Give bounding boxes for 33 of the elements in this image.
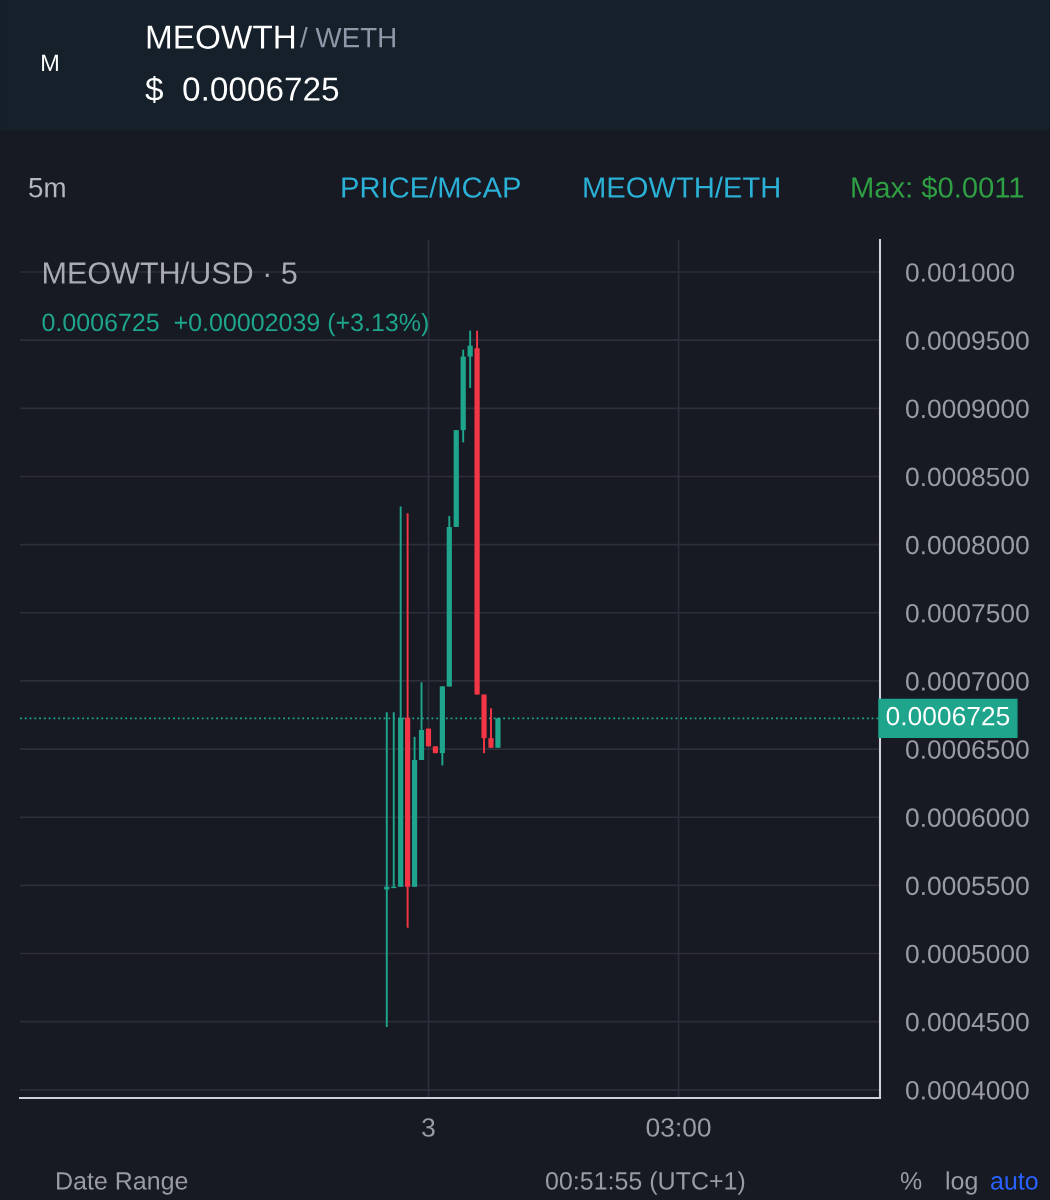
y-tick-label: 0.0007000 — [906, 672, 1029, 691]
y-tick-label: 0.0008000 — [906, 535, 1029, 555]
y-tick-label: 0.0009500 — [906, 331, 1029, 350]
candlestick — [467, 329, 473, 389]
y-tick-label: 0.0005000 — [906, 944, 1029, 964]
text: $ 0.0006725 — [145, 75, 339, 103]
y-tick-label: 0.0007500 — [906, 603, 1029, 623]
text: PRICE/MCAP — [342, 176, 520, 198]
x-tick-label: 3 — [422, 1118, 435, 1137]
y-tick-label: 0.0009000 — [906, 399, 1029, 419]
text: 5m — [29, 178, 65, 198]
text: % — [900, 1172, 922, 1190]
candlestick — [488, 707, 494, 749]
text: MEOWTH/USD · 5 — [44, 261, 297, 284]
y-tick-label: 0.0004000 — [906, 1080, 1029, 1100]
text: 00:51:55 (UTC+1) — [545, 1171, 745, 1195]
text: M — [42, 54, 58, 72]
y-tick-label: 0.0004500 — [906, 1012, 1029, 1032]
text: / WETH — [300, 27, 395, 48]
text: MEOWTH — [147, 25, 295, 49]
y-tick-label: 0.0005500 — [906, 876, 1029, 896]
y-tick-label: 0.0006000 — [906, 808, 1029, 828]
text: 0.0006725 +0.00002039 (+3.13%) — [42, 312, 428, 337]
x-tick-label: 03:00 — [646, 1118, 711, 1137]
text: log — [946, 1171, 977, 1195]
y-tick-label: 0.0006500 — [906, 740, 1029, 759]
y-tick-label: 0.001000 — [906, 263, 1015, 282]
ref-line-label: 0.0006725 — [886, 706, 1010, 726]
text: Max: $0.0011 — [852, 175, 1024, 200]
text: auto — [991, 1173, 1038, 1190]
y-tick-label: 0.0008500 — [906, 467, 1029, 487]
text: MEOWTH/ETH — [584, 176, 779, 198]
text: Date Range — [57, 1172, 188, 1195]
